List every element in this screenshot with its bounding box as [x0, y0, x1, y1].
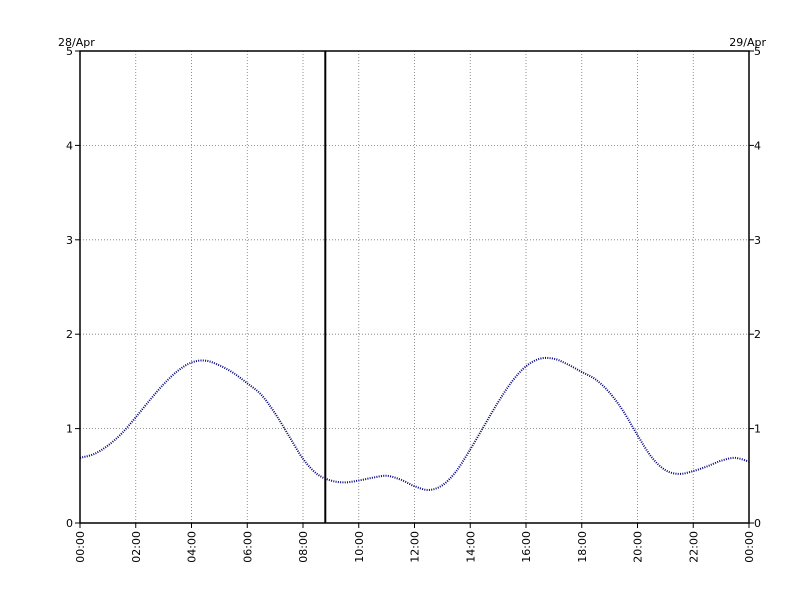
- x-tick-label-4: 08:00: [297, 531, 310, 563]
- y-tick-label-left-1: 1: [66, 423, 73, 436]
- y-tick-label-right-3: 3: [754, 234, 761, 247]
- y-tick-label-right-1: 1: [754, 423, 761, 436]
- x-tick-label-11: 22:00: [687, 531, 700, 563]
- x-tick-label-2: 04:00: [186, 531, 199, 563]
- y-tick-label-left-4: 4: [66, 139, 73, 152]
- x-tick-label-0: 00:00: [74, 531, 87, 563]
- date-start-label: 28/Apr: [58, 36, 95, 49]
- x-tick-label-3: 06:00: [241, 531, 254, 563]
- y-tick-label-left-3: 3: [66, 234, 73, 247]
- y-tick-label-right-2: 2: [754, 328, 761, 341]
- x-tick-label-1: 02:00: [130, 531, 143, 563]
- y-tick-label-right-0: 0: [754, 517, 761, 530]
- x-tick-label-10: 20:00: [632, 531, 645, 563]
- date-end-label: 29/Apr: [729, 36, 766, 49]
- y-tick-label-right-4: 4: [754, 139, 761, 152]
- x-tick-label-9: 18:00: [576, 531, 589, 563]
- x-tick-label-12: 00:00: [743, 531, 756, 563]
- x-tick-label-8: 16:00: [520, 531, 533, 563]
- y-tick-label-left-2: 2: [66, 328, 73, 341]
- x-tick-label-5: 10:00: [353, 531, 366, 563]
- x-tick-label-7: 14:00: [464, 531, 477, 563]
- y-tick-label-left-0: 0: [66, 517, 73, 530]
- x-tick-label-6: 12:00: [409, 531, 422, 563]
